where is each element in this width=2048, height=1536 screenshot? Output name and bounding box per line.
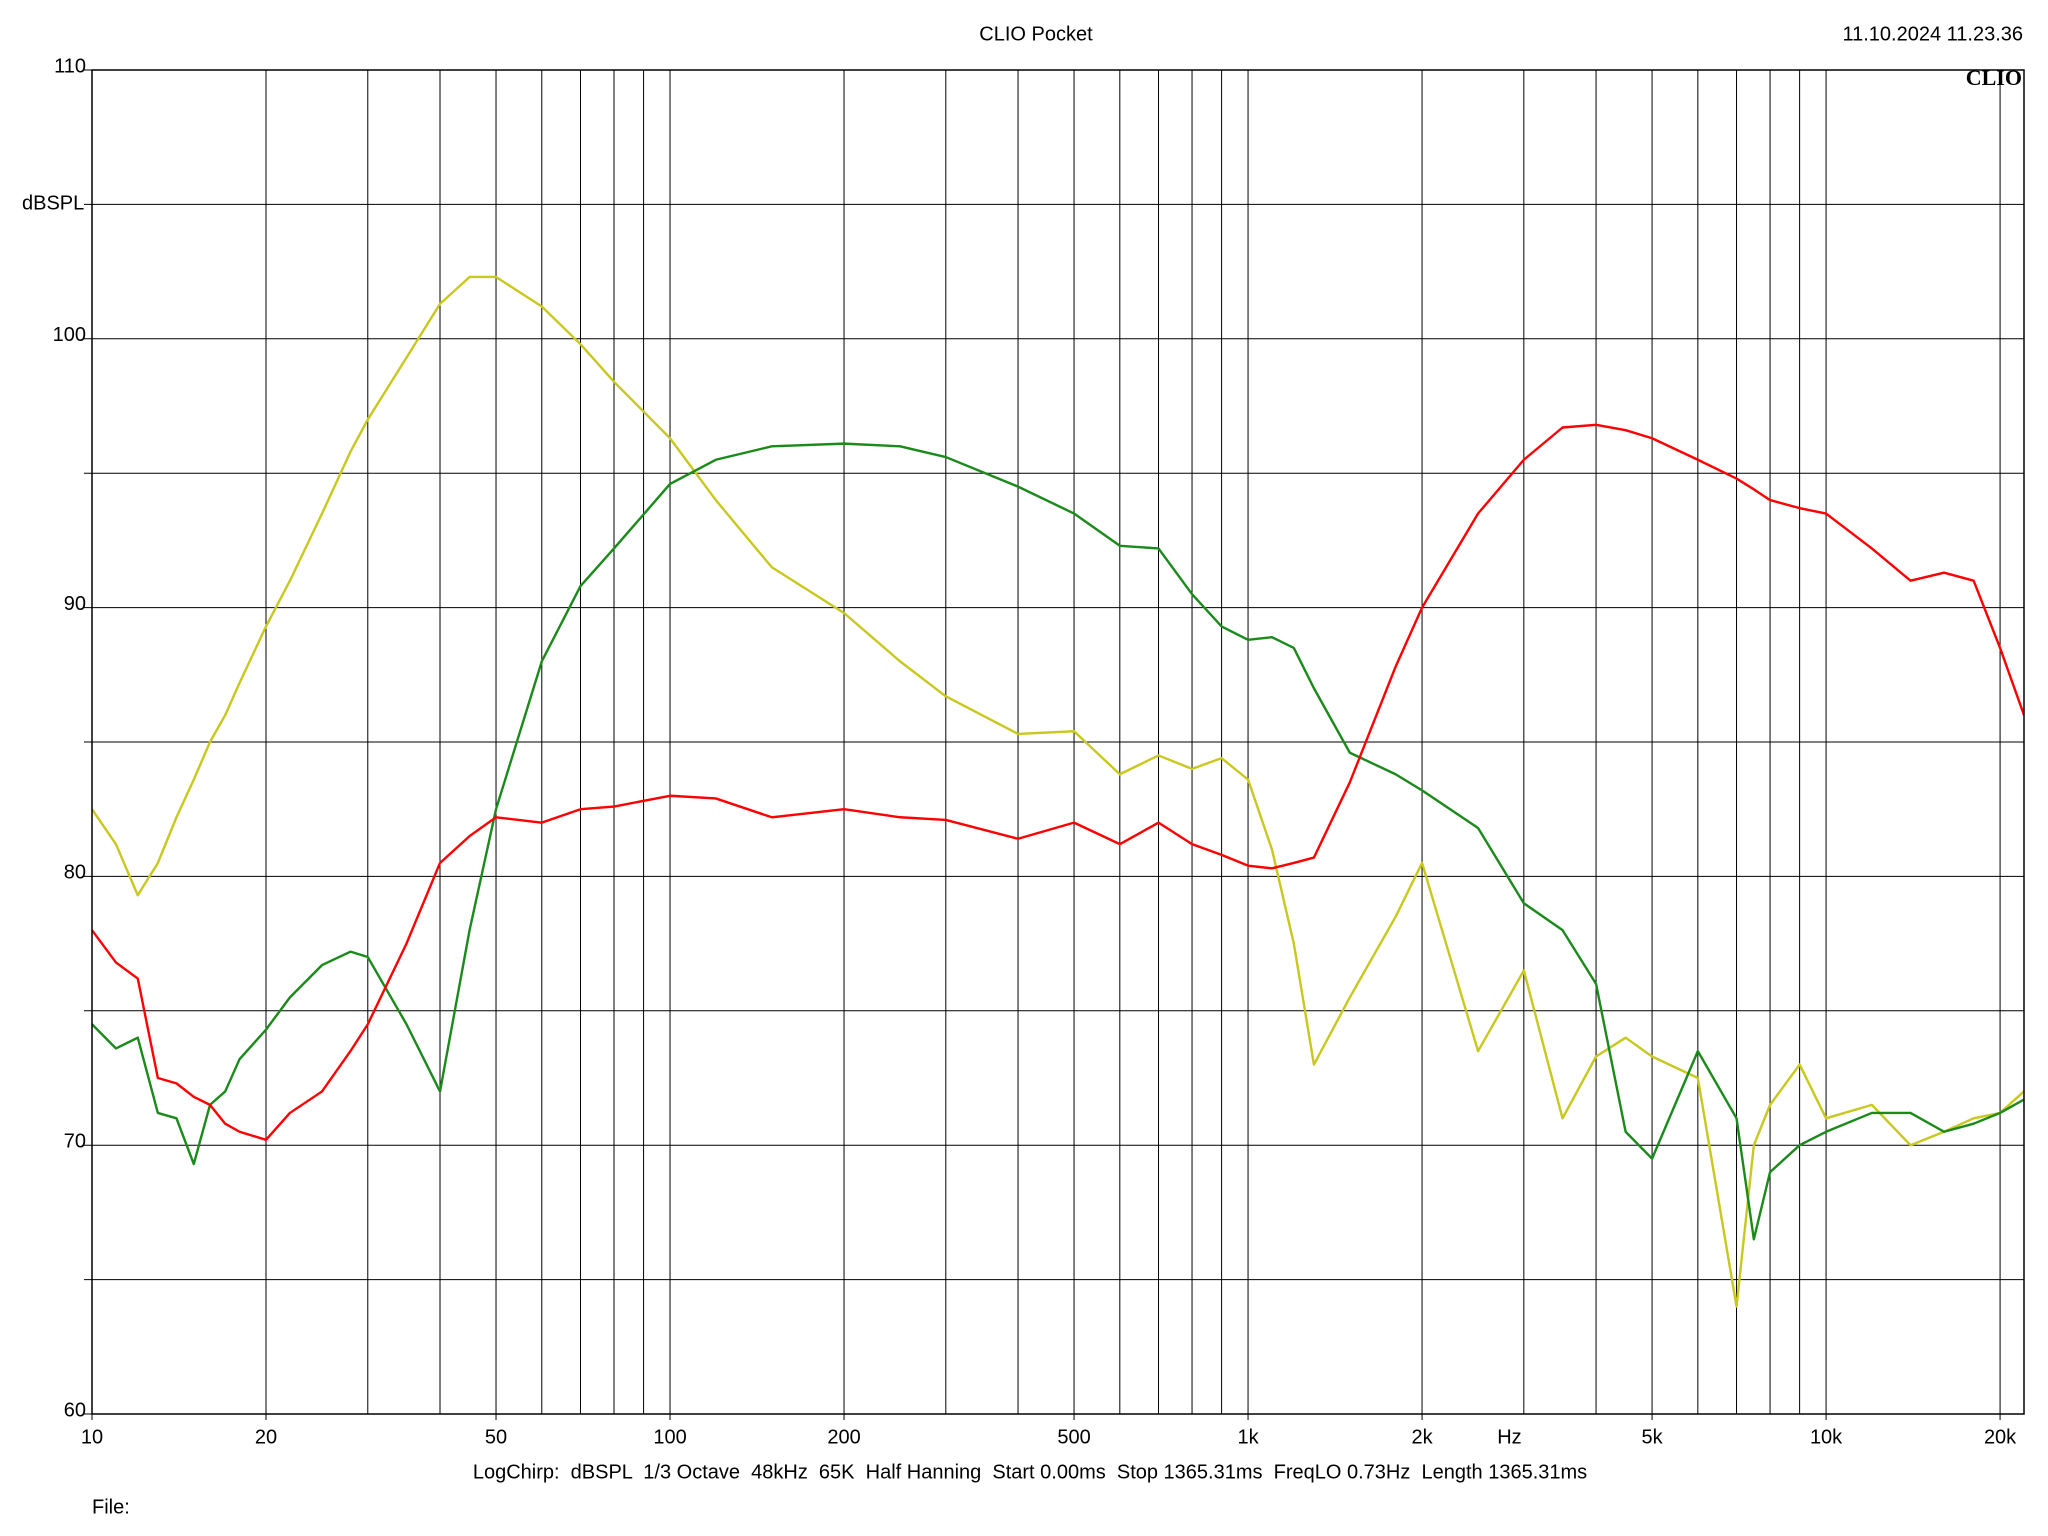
x-tick-label: 2k [1411,1426,1433,1448]
y-axis-label: dBSPL [22,193,84,215]
x-axis-label: Hz [1497,1426,1521,1448]
x-tick-label: 5k [1642,1426,1664,1448]
series-line [92,423,2024,1142]
x-tick-label: 200 [827,1426,860,1448]
x-tick-label: 10k [1810,1426,1843,1448]
y-tick-label: 80 [64,862,86,884]
logo: CLIO [1966,65,2022,90]
y-tick-label: 60 [64,1399,86,1421]
x-tick-label: 20k [1984,1426,2017,1448]
y-tick-label: 90 [64,593,86,615]
series-line [92,275,2024,1308]
x-tick-label: 500 [1057,1426,1090,1448]
settings-text: LogChirp: dBSPL 1/3 Octave 48kHz 65K Hal… [473,1461,1587,1483]
chart-title: CLIO Pocket [979,23,1093,45]
y-tick-label: 100 [53,324,86,346]
x-tick-label: 10 [81,1426,103,1448]
y-tick-label: 70 [64,1130,86,1152]
x-tick-label: 20 [255,1426,277,1448]
file-label: File: [92,1496,130,1518]
x-tick-label: 50 [485,1426,507,1448]
timestamp: 11.10.2024 11.23.36 [1842,23,2023,45]
y-tick-label: 110 [54,55,86,77]
series-line [92,442,2024,1241]
x-tick-label: 100 [653,1426,686,1448]
x-tick-label: 1k [1237,1426,1259,1448]
plot-frame [91,69,2025,1415]
